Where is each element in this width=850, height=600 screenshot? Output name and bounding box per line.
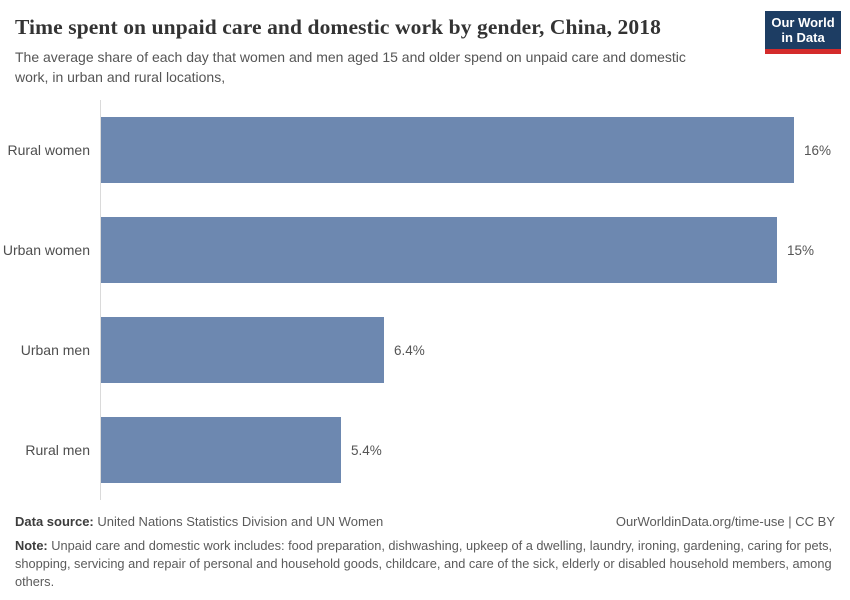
note-label: Note: [15, 538, 48, 553]
owid-logo-line2: in Data [781, 29, 825, 45]
plot-area: 15% [100, 200, 850, 300]
chart-row: Urban women 15% [0, 200, 850, 300]
plot-area: 16% [100, 100, 850, 200]
chart-subtitle: The average share of each day that women… [15, 49, 686, 85]
page-title: Time spent on unpaid care and domestic w… [15, 15, 661, 39]
bar [101, 117, 794, 183]
data-source: Data source: United Nations Statistics D… [15, 514, 383, 529]
note: Note: Unpaid care and domestic work incl… [15, 537, 835, 591]
chart-row: Rural men 5.4% [0, 400, 850, 500]
source-row: Data source: United Nations Statistics D… [15, 514, 835, 529]
data-source-text: United Nations Statistics Division and U… [93, 514, 384, 529]
value-label: 6.4% [394, 342, 425, 358]
note-text: Unpaid care and domestic work includes: … [15, 538, 833, 589]
bar [101, 417, 341, 483]
chart-row: Urban men 6.4% [0, 300, 850, 400]
value-label: 5.4% [351, 442, 382, 458]
bar-chart: Rural women 16% Urban women 15% Urban me… [0, 100, 850, 500]
owid-logo-line1: Our World [771, 15, 835, 30]
chart-header: Time spent on unpaid care and domestic w… [0, 0, 850, 100]
bar [101, 217, 777, 283]
data-source-label: Data source: [15, 514, 94, 529]
owid-logo: Our World in Data [765, 11, 841, 54]
bar [101, 317, 384, 383]
category-label: Rural men [25, 442, 90, 458]
category-label: Rural women [7, 142, 90, 158]
chart-footer: Data source: United Nations Statistics D… [0, 500, 850, 591]
category-label: Urban women [2, 242, 90, 258]
attribution: OurWorldinData.org/time-use | CC BY [615, 514, 835, 529]
chart-row: Rural women 16% [0, 100, 850, 200]
value-label: 16% [804, 142, 832, 158]
value-label: 15% [787, 242, 815, 258]
plot-area: 5.4% [100, 400, 850, 500]
category-label: Urban men [20, 342, 90, 358]
plot-area: 6.4% [100, 300, 850, 400]
